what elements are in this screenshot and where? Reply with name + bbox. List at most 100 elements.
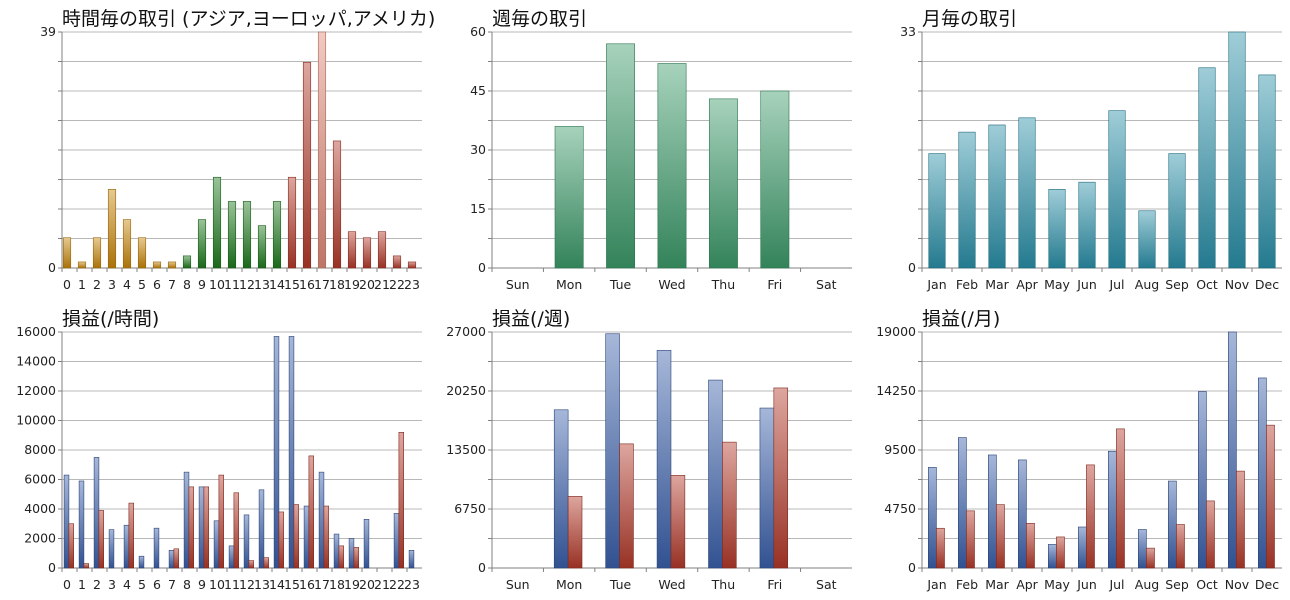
bar-series2-Thu [722,441,737,569]
y-tick-label: 10000 [16,413,56,428]
bar-series2-Mar [996,504,1005,569]
y-tick-label: 13500 [446,442,486,457]
x-tick-label: 0 [63,577,71,592]
x-tick-label: Tue [609,577,632,592]
x-tick-label: Mon [556,277,582,292]
monthly-trades-chart: 月毎の取引 0 33 Jan Feb Mar Apr May Jun Jul Aug Sep Oct N… [860,0,1290,300]
x-tick-label: Apr [1016,277,1038,292]
bar-13 [257,225,267,269]
bar-series1-18 [333,533,340,569]
x-tick-label: 11 [224,577,240,592]
bar-series2-Jan [936,527,945,569]
x-tick-label: 7 [168,277,176,292]
bar-Nov [1228,31,1246,269]
x-tick-label: Thu [711,277,735,292]
monthly-trades-plot: 0 33 Jan Feb Mar Apr May Jun Jul Aug Sep Oct Nov Dec [900,24,1282,292]
x-tick-label: 22 [389,277,405,292]
y-tick-label: 15 [470,201,486,216]
bar-series1-4 [123,524,130,569]
weekly-pl-plot: 0 6750 13500 20250 27000 Sun Mon Tue Wed Thu Fri Sa… [446,324,852,592]
bar-series1-0 [63,474,70,569]
x-tick-label: Tue [609,277,632,292]
chart-title: 損益(/時間) [62,308,160,330]
x-tick-label: 6 [153,577,161,592]
bar-series1-23 [408,550,415,569]
bar-6 [152,261,162,269]
y-tick-label: 0 [48,560,56,575]
x-tick-label: 4 [123,577,131,592]
bar-Dec [1258,74,1276,269]
bar-Jun [1078,181,1096,269]
x-tick-label: 13 [254,277,270,292]
x-tick-label: Sat [816,277,837,292]
bar-series1-1 [78,480,85,569]
bar-Jul [1108,110,1126,269]
bar-series1-Tue [605,333,620,569]
x-tick-label: 19 [344,277,360,292]
bar-series1-6 [153,527,160,569]
x-tick-label: Oct [1196,577,1218,592]
x-tick-label: 14 [269,277,285,292]
hourly-trades-chart: 時間毎の取引 (アジア,ヨーロッパ,アメリカ) 0 39 0 1 2 3 4 5 6 7 8 9 10 1… [0,0,435,300]
y-tick-label: 16000 [16,324,56,339]
x-tick-label: 6 [153,277,161,292]
bar-series1-12 [243,514,250,569]
bar-series1-20 [363,519,370,569]
x-tick-label: 15 [284,577,300,592]
bar-series2-Tue [619,443,634,569]
bar-series2-Feb [966,510,975,569]
bar-series2-12 [248,560,254,569]
x-tick-label: 5 [138,577,146,592]
x-tick-label: Wed [658,577,685,592]
x-tick-label: 11 [224,277,240,292]
x-tick-label: 22 [389,577,405,592]
x-tick-label: 10 [209,277,225,292]
bar-5 [137,237,147,269]
bar-series2-11 [233,492,239,569]
x-tick-label: 9 [198,277,206,292]
bar-series2-Fri [773,387,789,569]
bar-Tue [606,43,636,269]
y-tick-label: 2000 [24,531,56,546]
bar-15 [287,176,297,269]
x-tick-label: 3 [108,577,116,592]
bar-series2-9 [203,486,209,569]
bar-Wed [657,63,687,269]
bar-8 [182,255,192,269]
y-tick-label: 39 [40,24,56,39]
x-tick-label: Sun [506,277,530,292]
bar-series1-Mon [553,409,569,569]
bar-Fri [760,90,790,269]
bar-20 [362,237,372,269]
bar-series1-16 [303,505,310,569]
x-tick-label: 12 [239,577,255,592]
bar-series1-8 [183,471,190,569]
bar-series2-2 [98,510,105,569]
bar-series2-8 [188,486,194,569]
y-tick-label: 4750 [884,501,916,516]
x-tick-label: Oct [1196,277,1218,292]
bar-11 [227,201,237,269]
x-tick-label: 16 [299,577,315,592]
x-tick-label: Fri [767,577,782,592]
y-tick-label: 14000 [16,354,56,369]
bar-7 [167,261,177,269]
bar-series2-Mon [567,496,583,569]
bar-series1-Apr [1018,459,1027,569]
x-tick-label: 5 [138,277,146,292]
x-tick-label: Aug [1135,577,1159,592]
bar-series1-13 [258,489,265,569]
y-tick-label: 0 [908,260,916,275]
bar-series1-Fri [759,407,775,569]
bar-series1-Oct [1197,391,1207,569]
hourly-pl-chart: 損益(/時間) 0 2000 4000 6000 8000 10000 12000 14000… [0,300,430,600]
x-tick-label: 7 [168,577,176,592]
x-tick-label: 18 [329,577,345,592]
x-tick-label: 9 [198,577,206,592]
bar-series2-19 [353,547,359,569]
x-tick-label: Sat [816,577,837,592]
bar-series2-0 [68,523,75,569]
bar-series1-Dec [1257,377,1267,569]
x-tick-label: 8 [183,277,191,292]
bar-Jan [928,153,946,269]
